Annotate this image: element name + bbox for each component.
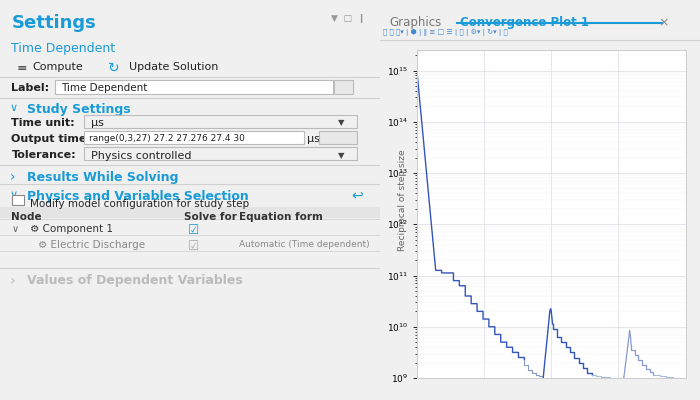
Text: Settings: Settings: [11, 14, 96, 32]
Text: Graphics: Graphics: [390, 16, 442, 29]
Text: Compute: Compute: [32, 62, 83, 72]
Text: ×: ×: [659, 16, 669, 29]
Text: Physics and Variables Selection: Physics and Variables Selection: [27, 190, 248, 202]
Text: Solve for: Solve for: [184, 212, 237, 222]
FancyBboxPatch shape: [83, 115, 357, 128]
Text: ∨: ∨: [10, 103, 18, 113]
Text: Equation form: Equation form: [239, 212, 323, 222]
Text: ⚙ Component 1: ⚙ Component 1: [30, 224, 113, 234]
Text: ›: ›: [10, 170, 15, 184]
Text: ▼: ▼: [338, 118, 345, 128]
Text: ›: ›: [10, 274, 15, 288]
Text: ▼  □  ❙: ▼ □ ❙: [330, 14, 365, 23]
Text: ☑: ☑: [188, 224, 199, 237]
Text: Study Settings: Study Settings: [27, 103, 130, 116]
FancyBboxPatch shape: [83, 131, 304, 144]
Text: μs: μs: [91, 118, 104, 128]
Text: ≡: ≡: [325, 134, 333, 144]
Text: ∨: ∨: [10, 190, 18, 200]
FancyBboxPatch shape: [334, 80, 354, 94]
Text: Time Dependent: Time Dependent: [61, 83, 147, 93]
FancyBboxPatch shape: [12, 195, 24, 205]
Text: ⚙ Electric Discharge: ⚙ Electric Discharge: [38, 240, 145, 250]
Text: ☑: ☑: [188, 240, 199, 253]
Text: Time unit:: Time unit:: [11, 118, 75, 128]
Text: range(0,3,27) 27.2 27.276 27.4 30: range(0,3,27) 27.2 27.276 27.4 30: [90, 134, 245, 143]
Text: ≣: ≣: [340, 83, 348, 93]
Text: Reciprocal of step size: Reciprocal of step size: [398, 149, 407, 251]
Text: Values of Dependent Variables: Values of Dependent Variables: [27, 274, 242, 287]
Text: Automatic (Time dependent): Automatic (Time dependent): [239, 240, 370, 249]
Text: ↻: ↻: [108, 60, 120, 74]
FancyBboxPatch shape: [55, 80, 332, 94]
Text: ▼: ▼: [338, 151, 345, 160]
Text: =: =: [17, 62, 28, 75]
Text: Results While Solving: Results While Solving: [27, 171, 178, 184]
Text: Modify model configuration for study step: Modify model configuration for study ste…: [29, 199, 248, 209]
Text: Node: Node: [11, 212, 42, 222]
Text: Tolerance:: Tolerance:: [11, 150, 76, 160]
Text: 🔍 🔍 🔍▾ | ⬢ | ‖ ≡ □ ☰ | 🔒 | ⚙▾ | ↻▾ | 📷: 🔍 🔍 🔍▾ | ⬢ | ‖ ≡ □ ☰ | 🔒 | ⚙▾ | ↻▾ | 📷: [384, 29, 508, 36]
Text: Output times:: Output times:: [11, 134, 98, 144]
Text: Time Dependent: Time Dependent: [11, 42, 116, 55]
FancyBboxPatch shape: [319, 131, 357, 144]
Text: Label:: Label:: [11, 83, 50, 93]
FancyBboxPatch shape: [83, 147, 357, 160]
Text: Physics controlled: Physics controlled: [91, 151, 192, 161]
Text: ∨: ∨: [11, 224, 18, 234]
Text: μs: μs: [307, 134, 320, 144]
Text: Convergence Plot 1: Convergence Plot 1: [460, 16, 589, 29]
Text: Update Solution: Update Solution: [130, 62, 218, 72]
Text: ↩: ↩: [351, 188, 363, 202]
FancyBboxPatch shape: [0, 207, 380, 218]
